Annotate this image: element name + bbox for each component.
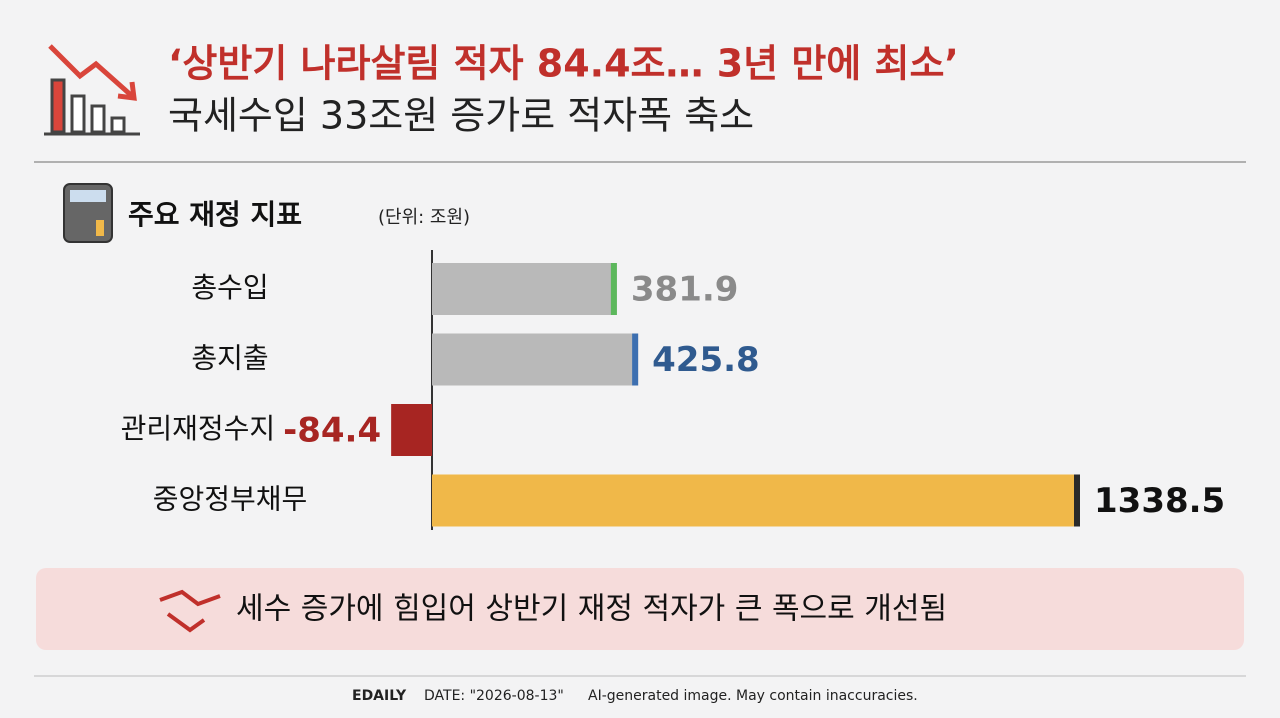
bar-accent (610, 263, 617, 315)
chart-title: 주요 재정 지표 (128, 198, 302, 231)
subtitle: 국세수입 33조원 증가로 적자폭 축소 (168, 94, 754, 138)
category-label: 총수입 (191, 271, 268, 304)
unit: (단위: 조원) (378, 207, 470, 228)
bar (391, 404, 432, 456)
bar (432, 474, 1080, 527)
category-label: 총지출 (191, 342, 268, 375)
footer-source: EDAILY (352, 688, 407, 704)
value-label: 1338.5 (1094, 481, 1225, 521)
bar-accent (1074, 474, 1080, 527)
footer-disclaimer: AI-generated image. May contain inaccura… (588, 688, 918, 704)
footer-date: DATE: "2026-08-13" (424, 688, 564, 704)
header-icon (44, 44, 140, 136)
value-label: 381.9 (631, 270, 739, 310)
handshake-icon (159, 589, 221, 633)
bar (432, 333, 639, 386)
value-label: 425.8 (652, 340, 760, 380)
category-label: 중앙정부채무 (153, 483, 308, 516)
calculator-icon (63, 183, 113, 243)
note: 세수 증가에 힘입어 상반기 재정 적자가 큰 폭으로 개선됨 (236, 592, 947, 627)
bar-accent (632, 333, 639, 386)
title: ‘상반기 나라살림 적자 84.4조… 3년 만에 최소’ (168, 42, 959, 86)
category-label: 관리재정수지 (121, 412, 276, 445)
bar (432, 263, 617, 315)
value-label: -84.4 (283, 411, 381, 451)
note-box (36, 568, 1244, 650)
